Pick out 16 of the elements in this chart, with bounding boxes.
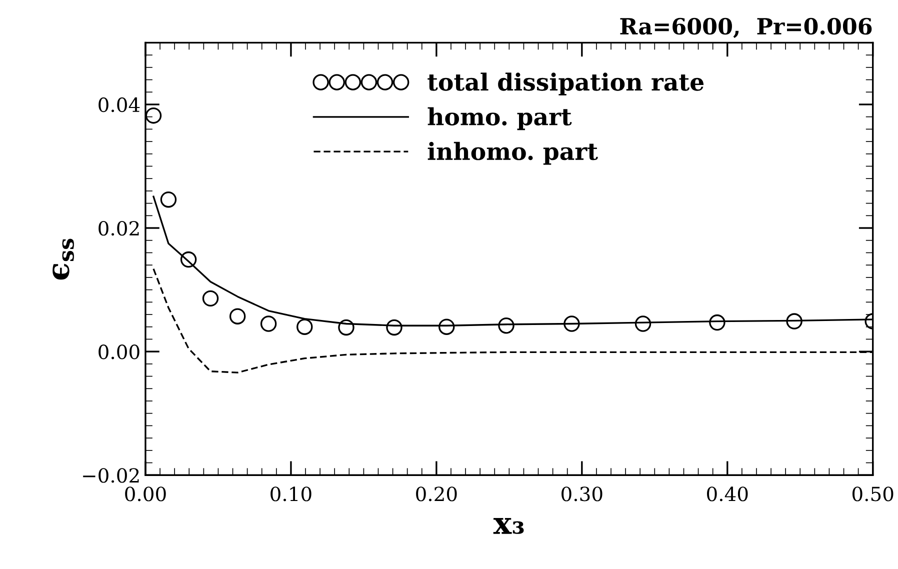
y-tick-label: 0.02	[98, 220, 139, 236]
x-tick-label: 0.20	[416, 486, 457, 502]
y-axis-title: ϵ$_{ss}$	[52, 238, 74, 280]
x-tick-label: 0.10	[270, 486, 312, 502]
y-tick-label: −0.02	[83, 468, 139, 483]
legend-label: inhomo. part	[428, 142, 598, 165]
y-tick-label: 0.04	[98, 97, 140, 112]
y-tick-label: 0.00	[98, 344, 140, 360]
legend-label: homo. part	[428, 107, 572, 130]
legend-label: total dissipation rate	[428, 72, 704, 96]
x-tick-label: 0.40	[707, 486, 748, 502]
x-tick-label: 0.00	[125, 486, 166, 502]
x-tick-label: 0.50	[852, 486, 894, 502]
chart-title: Ra=6000, Pr=0.006	[620, 18, 872, 38]
x-axis-title: x₃	[493, 518, 524, 534]
x-tick-label: 0.30	[562, 486, 602, 502]
